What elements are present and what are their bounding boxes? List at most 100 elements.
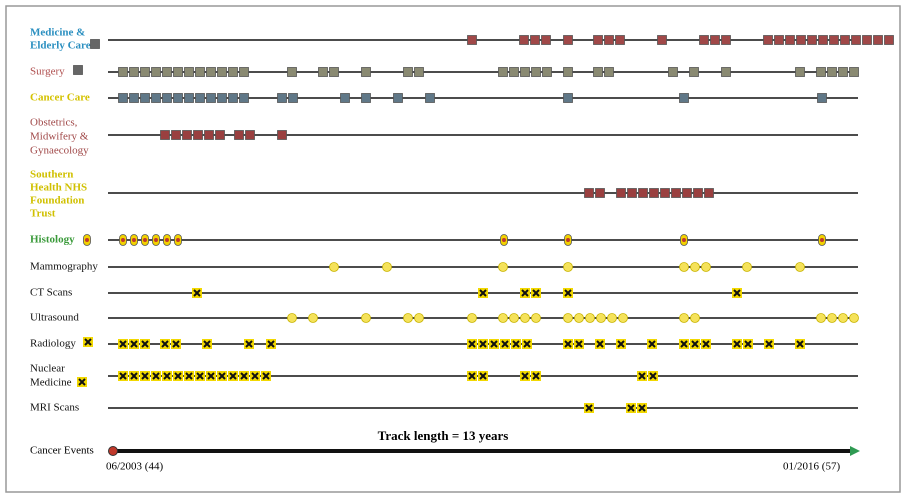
event-marker	[849, 67, 859, 77]
event-marker	[838, 313, 848, 323]
event-marker	[542, 67, 552, 77]
event-marker	[195, 67, 205, 77]
event-marker	[329, 262, 339, 272]
event-marker	[509, 67, 519, 77]
event-marker	[162, 93, 172, 103]
event-marker	[118, 93, 128, 103]
event-marker	[118, 67, 128, 77]
event-marker	[689, 67, 699, 77]
event-marker-symbol	[196, 372, 204, 380]
event-marker	[467, 35, 477, 45]
event-marker-symbol	[733, 340, 741, 348]
event-marker-dot	[682, 238, 686, 242]
event-marker	[699, 35, 709, 45]
event-marker-symbol	[207, 372, 215, 380]
event-marker	[774, 35, 784, 45]
row-label: Surgery	[30, 66, 65, 78]
event-marker	[531, 313, 541, 323]
event-marker-dot	[566, 238, 570, 242]
row-label: Ultrasound	[30, 312, 79, 324]
event-marker	[129, 93, 139, 103]
event-marker	[690, 313, 700, 323]
event-marker-symbol	[203, 340, 211, 348]
event-marker	[361, 93, 371, 103]
row-label: Cancer Care	[30, 92, 90, 104]
event-marker-symbol	[501, 340, 509, 348]
event-marker	[818, 35, 828, 45]
event-marker	[679, 93, 689, 103]
event-marker-symbol	[648, 340, 656, 348]
event-marker	[816, 313, 826, 323]
event-marker	[239, 67, 249, 77]
event-marker	[329, 67, 339, 77]
event-marker	[277, 130, 287, 140]
row-label: Nuclear	[30, 363, 65, 375]
event-marker-symbol	[638, 372, 646, 380]
event-marker	[851, 35, 861, 45]
row-label: Health NHS	[30, 182, 87, 194]
event-marker	[160, 130, 170, 140]
event-marker	[239, 93, 249, 103]
event-marker	[288, 93, 298, 103]
event-marker	[228, 67, 238, 77]
event-marker	[498, 67, 508, 77]
row-label: Southern	[30, 169, 73, 181]
event-marker-symbol	[119, 372, 127, 380]
event-marker-symbol	[468, 372, 476, 380]
event-marker	[679, 313, 689, 323]
event-marker-symbol	[649, 372, 657, 380]
event-marker-symbol	[479, 372, 487, 380]
event-marker-symbol	[240, 372, 248, 380]
event-marker-symbol	[521, 372, 529, 380]
track-label: Cancer Events	[30, 445, 94, 457]
event-marker	[173, 67, 183, 77]
event-marker	[162, 67, 172, 77]
event-marker	[660, 188, 670, 198]
event-marker-symbol	[585, 404, 593, 412]
event-marker-symbol	[575, 340, 583, 348]
frame	[5, 5, 901, 493]
event-marker	[829, 35, 839, 45]
event-marker	[520, 67, 530, 77]
event-marker-symbol	[564, 289, 572, 297]
event-marker	[595, 188, 605, 198]
event-marker-symbol	[523, 340, 531, 348]
event-marker	[838, 67, 848, 77]
event-marker-symbol	[479, 289, 487, 297]
event-marker	[193, 130, 203, 140]
event-marker	[585, 313, 595, 323]
event-marker	[701, 262, 711, 272]
row-label: Mammography	[30, 261, 98, 273]
event-marker	[217, 67, 227, 77]
event-marker	[615, 35, 625, 45]
event-marker-symbol	[161, 340, 169, 348]
event-marker	[382, 262, 392, 272]
event-marker	[596, 313, 606, 323]
event-marker	[228, 93, 238, 103]
event-marker	[530, 35, 540, 45]
event-marker-symbol	[490, 340, 498, 348]
event-marker	[403, 67, 413, 77]
row-label: Medicine	[30, 377, 72, 389]
event-marker	[704, 188, 714, 198]
event-marker-symbol	[262, 372, 270, 380]
event-marker-symbol	[163, 372, 171, 380]
event-marker-symbol	[796, 340, 804, 348]
event-marker	[618, 313, 628, 323]
event-marker	[195, 93, 205, 103]
event-marker	[531, 67, 541, 77]
event-marker	[849, 313, 859, 323]
event-marker	[140, 67, 150, 77]
start-date: 06/2003 (44)	[106, 461, 163, 473]
row-label: Histology	[30, 234, 75, 246]
event-marker	[721, 67, 731, 77]
event-marker	[151, 67, 161, 77]
end-date: 01/2016 (57)	[783, 461, 840, 473]
event-marker-symbol	[172, 340, 180, 348]
event-marker	[795, 262, 805, 272]
event-marker-symbol	[765, 340, 773, 348]
event-marker	[693, 188, 703, 198]
event-marker-symbol	[617, 340, 625, 348]
event-marker	[682, 188, 692, 198]
event-marker-symbol	[130, 340, 138, 348]
